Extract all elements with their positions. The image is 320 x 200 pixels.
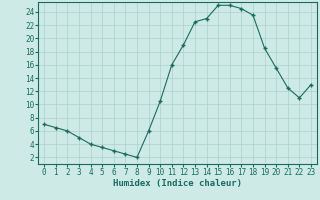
X-axis label: Humidex (Indice chaleur): Humidex (Indice chaleur) bbox=[113, 179, 242, 188]
